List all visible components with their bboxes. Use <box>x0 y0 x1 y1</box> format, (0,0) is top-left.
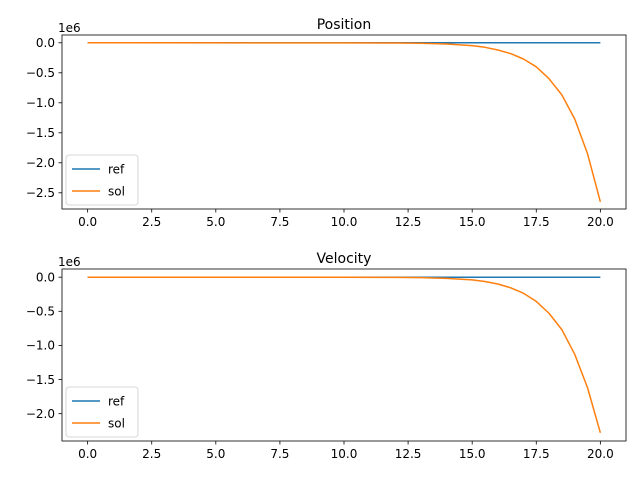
y-tick-label: −2.0 <box>26 156 55 170</box>
x-tick-label: 20.0 <box>587 215 614 229</box>
x-tick-label: 15.0 <box>459 215 486 229</box>
x-tick-label: 7.5 <box>270 215 289 229</box>
axes-frame <box>61 34 627 210</box>
x-tick-label: 15.0 <box>459 447 486 461</box>
chart-title: Position <box>317 17 372 33</box>
y-offset-label: 1e6 <box>58 21 81 35</box>
y-tick-label: −1.0 <box>26 339 55 353</box>
x-tick-label: 17.5 <box>523 215 550 229</box>
legend-box <box>65 154 139 206</box>
x-tick-label: 10.0 <box>331 215 358 229</box>
legend-label-ref: ref <box>108 163 125 177</box>
axes-frame <box>61 268 627 442</box>
chart-title: Velocity <box>317 251 372 267</box>
legend: ref sol <box>65 154 139 206</box>
y-tick-label: −1.0 <box>26 96 55 110</box>
series-line-sol <box>87 276 602 434</box>
legend-box <box>65 386 139 438</box>
legend-label-sol: sol <box>108 185 125 199</box>
x-tick-label: 7.5 <box>270 447 289 461</box>
legend-label-sol: sol <box>108 417 125 431</box>
x-tick-label: 12.5 <box>395 215 422 229</box>
legend-label-ref: ref <box>108 395 125 409</box>
y-tick-label: −0.5 <box>26 66 55 80</box>
x-tick-label: 2.5 <box>142 447 161 461</box>
y-tick-label: −1.5 <box>26 373 55 387</box>
x-tick-label: 0.0 <box>78 447 97 461</box>
y-tick-label: −0.5 <box>26 305 55 319</box>
y-tick-label: −2.5 <box>26 186 55 200</box>
x-tick-label: 12.5 <box>395 447 422 461</box>
x-tick-label: 0.0 <box>78 215 97 229</box>
x-tick-label: 5.0 <box>206 215 225 229</box>
y-offset-label: 1e6 <box>58 255 81 269</box>
x-tick-label: 5.0 <box>206 447 225 461</box>
y-tick-label: −2.0 <box>26 407 55 421</box>
y-tick-label: 0.0 <box>36 36 55 50</box>
x-tick-label: 10.0 <box>331 447 358 461</box>
legend: ref sol <box>65 386 139 438</box>
x-tick-label: 20.0 <box>587 447 614 461</box>
x-tick-label: 2.5 <box>142 215 161 229</box>
y-tick-label: 0.0 <box>36 270 55 284</box>
y-tick-label: −1.5 <box>26 126 55 140</box>
x-tick-label: 17.5 <box>523 447 550 461</box>
series-line-sol <box>87 42 602 202</box>
